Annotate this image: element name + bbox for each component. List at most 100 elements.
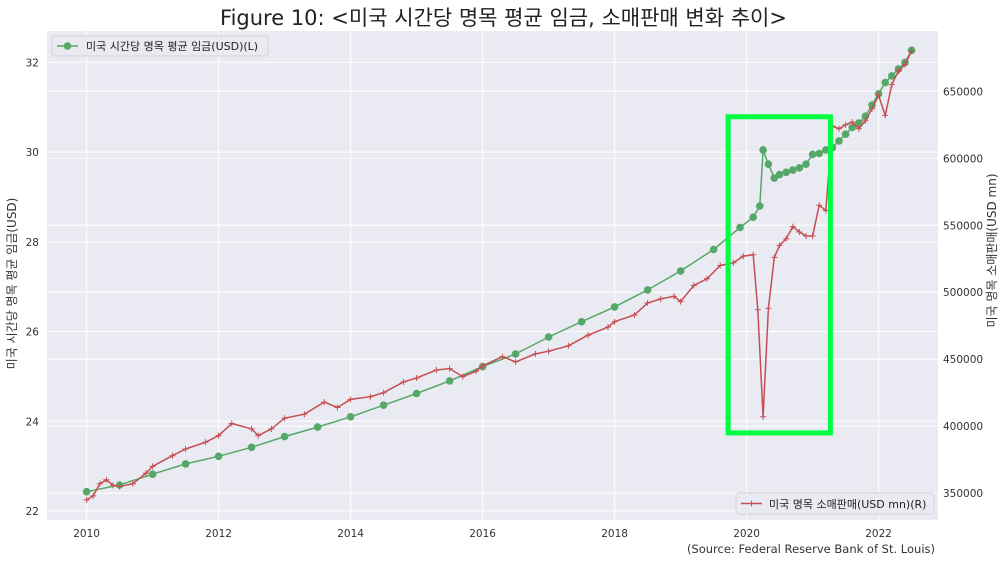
wage-data-point <box>808 150 817 159</box>
right-y-tick-label: 350000 <box>943 488 983 500</box>
left-y-tick-label: 22 <box>26 506 39 518</box>
wage-data-point <box>759 146 767 154</box>
sales-data-point <box>512 358 519 365</box>
sales-data-point <box>182 446 189 452</box>
sales-data-point <box>869 105 875 112</box>
plot-area <box>47 31 938 520</box>
sales-data-point <box>611 318 618 325</box>
wage-data-point <box>346 413 355 421</box>
x-tick-label: 2016 <box>469 528 496 540</box>
sales-data-point <box>499 353 506 360</box>
sales-data-point <box>895 68 902 75</box>
highlight-box <box>725 114 833 436</box>
sales-data-point <box>789 223 796 230</box>
sales-data-point <box>473 368 479 375</box>
sales-data-point <box>816 202 823 209</box>
wage-data-point <box>82 487 91 496</box>
wage-data-point <box>848 123 856 132</box>
sales-data-point <box>321 399 328 406</box>
wage-data-point <box>247 443 256 452</box>
sales-data-point <box>255 432 262 439</box>
sales-data-point <box>110 482 116 489</box>
sales-data-point <box>902 61 908 68</box>
sales-data-point <box>657 295 664 302</box>
wage-data-point <box>802 160 810 168</box>
legend-left: 미국 시간당 명목 평균 임금(USD)(L) <box>51 35 269 57</box>
legend-right: 미국 명목 소매판매(USD mn)(R) <box>735 492 935 515</box>
left-y-axis-label: 미국 시간당 명목 평균 임금(USD) <box>5 198 19 370</box>
wage-data-point <box>835 137 843 145</box>
wage-data-point <box>313 423 322 431</box>
sales-data-point <box>849 119 856 126</box>
right-y-axis-ticks: 350000 400000 450000 500000 550000 600000 6500… <box>943 86 983 500</box>
sales-data-point <box>631 312 638 318</box>
source-note: (Source: Federal Reserve Bank of St. Lou… <box>686 542 935 556</box>
legend-wage-marker <box>63 42 72 50</box>
sales-data-point <box>565 342 572 349</box>
sales-data-point <box>765 305 772 312</box>
wage-data-point <box>445 377 454 385</box>
sales-data-point <box>671 293 677 300</box>
wage-data-point <box>181 460 190 468</box>
sales-data-point <box>605 324 611 331</box>
legend-sales-label: 미국 명목 소매판매(USD mn)(R) <box>769 498 926 511</box>
sales-data-point <box>380 389 387 396</box>
wage-data-point <box>782 168 790 177</box>
sales-data-point <box>202 439 209 446</box>
sales-data-point <box>169 452 176 459</box>
sales-data-point <box>754 306 761 313</box>
wage-data-point <box>822 146 830 154</box>
left-y-tick-label: 30 <box>26 147 39 159</box>
sales-data-point <box>836 125 842 132</box>
sales-data-point <box>103 476 110 483</box>
wage-data-point <box>756 202 764 210</box>
sales-data-point <box>281 415 288 422</box>
wage-data-point <box>148 470 157 479</box>
wage-data-point <box>789 166 797 174</box>
x-tick-label: 2010 <box>73 528 100 540</box>
sales-data-point <box>585 332 592 339</box>
sales-data-point <box>228 420 235 427</box>
wage-data-point <box>412 389 421 398</box>
right-y-tick-label: 650000 <box>943 86 983 98</box>
sales-data-point <box>149 463 156 470</box>
wage-data-point <box>868 101 876 109</box>
right-y-axis-label: 미국 명목 소매판매(USD mn) <box>985 173 999 327</box>
x-tick-label: 2014 <box>337 528 364 540</box>
sales-data-point <box>855 125 862 132</box>
wage-data-point <box>643 286 652 294</box>
wage-data-point <box>881 78 889 87</box>
sales-data-point <box>433 367 440 373</box>
sales-data-point <box>796 229 803 235</box>
left-y-tick-label: 32 <box>26 57 39 69</box>
sales-data-point <box>367 393 374 400</box>
wage-data-point <box>764 160 773 168</box>
wage-data-point <box>775 170 784 179</box>
wage-data-point <box>610 303 619 311</box>
sales-data-point <box>882 112 889 119</box>
sales-data-point <box>301 411 308 418</box>
legend-sales-marker <box>748 500 755 507</box>
sales-data-point <box>248 425 255 432</box>
x-tick-label: 2022 <box>865 528 892 540</box>
sales-data-point <box>90 492 97 499</box>
x-tick-label: 2012 <box>205 528 232 540</box>
left-y-axis-ticks: 22 24 26 28 30 32 <box>26 57 40 518</box>
sales-data-point <box>740 253 747 260</box>
sales-data-point <box>809 233 816 239</box>
sales-data-point <box>532 350 539 357</box>
wage-data-point <box>379 401 388 410</box>
right-y-tick-label: 450000 <box>943 354 983 366</box>
sales-data-point <box>400 379 407 385</box>
wage-data-point <box>736 223 744 232</box>
wage-data-point <box>815 149 823 158</box>
sales-data-point <box>842 121 849 128</box>
sales-data-point <box>347 396 354 403</box>
sales-data-point <box>783 235 790 242</box>
sales-data-point <box>690 282 697 289</box>
sales-data-point <box>822 207 829 214</box>
wage-data-point <box>795 164 804 172</box>
sales-data-point <box>888 81 895 88</box>
x-axis-ticks: 2010 2012 2014 2016 2018 2020 2022 <box>73 528 892 540</box>
